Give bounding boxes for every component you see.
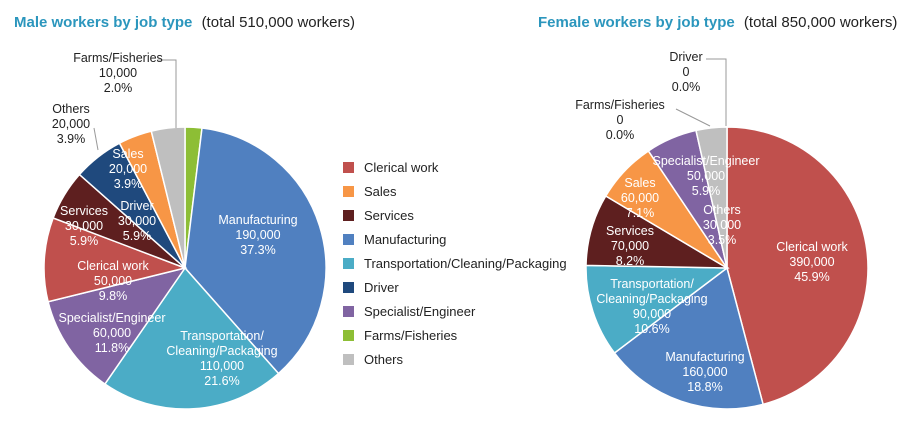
male-slice-transportation-cleaning-packaging [103, 266, 280, 410]
female-label-others: Others 30,000 3.5% [703, 203, 741, 247]
male-label-clerical-work: Clerical work 50,000 9.8% [77, 259, 149, 303]
male-label-driver: Driver 30,000 5.9% [118, 199, 156, 243]
legend-label-services: Services [364, 208, 414, 223]
female-slice-clerical-work [726, 126, 869, 406]
female-label-transportation-cleaning-packaging: Transportation/Cleaning/Packaging 90,000 1… [596, 277, 707, 336]
male-label-services: Services 30,000 5.9% [60, 204, 108, 248]
male-label-transportation-cleaning-packaging: Transportation/Cleaning/Packaging 110,000… [166, 329, 277, 388]
male-label-specialist-engineer: Specialist/Engineer 60,000 11.8% [58, 311, 165, 355]
female-slice-transportation-cleaning-packaging [585, 264, 730, 355]
legend-label-clerical-work: Clerical work [364, 160, 439, 175]
legend-swatch-transportation-cleaning-packaging [343, 258, 354, 269]
female-label-driver: Driver 0 0.0% [669, 50, 702, 94]
male-chart-title-accent: Male workers by job type [14, 14, 192, 31]
female-leader-farms-fisheries [675, 108, 711, 127]
legend-item-services: Services [343, 208, 414, 223]
legend-label-specialist-engineer: Specialist/Engineer [364, 304, 476, 319]
male-slice-manufacturing [184, 127, 327, 375]
legend-label-manufacturing: Manufacturing [364, 232, 446, 247]
female-label-specialist-engineer: Specialist/Engineer 50,000 5.9% [652, 154, 759, 198]
legend-item-transportation-cleaning-packaging: Transportation/Cleaning/Packaging [343, 256, 567, 271]
legend-item-clerical-work: Clerical work [343, 160, 439, 175]
male-slice-specialist-engineer [47, 266, 187, 386]
legend-swatch-specialist-engineer [343, 306, 354, 317]
legend-label-sales: Sales [364, 184, 397, 199]
male-label-manufacturing: Manufacturing 190,000 37.3% [218, 213, 297, 257]
female-label-services: Services 70,000 8.2% [606, 224, 654, 268]
legend-swatch-clerical-work [343, 162, 354, 173]
female-slice-manufacturing [613, 266, 764, 410]
female-label-farms-fisheries: Farms/Fisheries 0 0.0% [575, 98, 665, 142]
legend-swatch-driver [343, 282, 354, 293]
male-pie: Farms/Fisheries 10,000 2.0% Manufacturing 19… [43, 51, 327, 410]
legend-swatch-farms-fisheries [343, 330, 354, 341]
legend-label-farms-fisheries: Farms/Fisheries [364, 328, 458, 343]
legend-label-transportation-cleaning-packaging: Transportation/Cleaning/Packaging [364, 256, 567, 271]
female-chart-title: Female workers by job type (total 850,00… [538, 14, 897, 31]
legend-swatch-manufacturing [343, 234, 354, 245]
legend-label-driver: Driver [364, 280, 399, 295]
female-chart: Female workers by job type (total 850,00… [538, 14, 897, 410]
legend-item-sales: Sales [343, 184, 397, 199]
female-label-manufacturing: Manufacturing 160,000 18.8% [665, 350, 744, 394]
legend: Clerical work Sales Services Manufacturing T… [343, 160, 567, 367]
legend-item-others: Others [343, 352, 404, 367]
legend-swatch-services [343, 210, 354, 221]
male-label-others: Others 20,000 3.9% [52, 102, 90, 146]
female-label-clerical-work: Clerical work 390,000 45.9% [776, 240, 848, 284]
male-slice-others [150, 126, 186, 269]
female-slice-others [695, 126, 728, 269]
legend-item-manufacturing: Manufacturing [343, 232, 446, 247]
female-chart-title-accent: Female workers by job type [538, 14, 735, 31]
legend-swatch-others [343, 354, 354, 365]
male-chart: Male workers by job type (total 510,000 … [14, 14, 355, 410]
legend-label-others: Others [364, 352, 404, 367]
legend-swatch-sales [343, 186, 354, 197]
legend-item-driver: Driver [343, 280, 399, 295]
male-slice-clerical-work [43, 217, 188, 303]
male-leader-others [93, 127, 99, 151]
male-chart-title-rest: (total 510,000 workers) [202, 14, 355, 31]
legend-item-farms-fisheries: Farms/Fisheries [343, 328, 458, 343]
female-pie: Driver 0 0.0% Clerical work 390,000 45.9% Manu… [575, 50, 869, 410]
female-leader-driver [706, 58, 727, 126]
female-label-sales: Sales 60,000 7.1% [621, 176, 659, 220]
male-label-farms-fisheries: Farms/Fisheries 10,000 2.0% [73, 51, 163, 95]
female-chart-title-rest: (total 850,000 workers) [744, 14, 897, 31]
male-chart-title: Male workers by job type (total 510,000 … [14, 14, 355, 31]
legend-item-specialist-engineer: Specialist/Engineer [343, 304, 476, 319]
male-leader-farms-fisheries [157, 59, 177, 128]
male-label-sales: Sales 20,000 3.9% [109, 147, 147, 191]
